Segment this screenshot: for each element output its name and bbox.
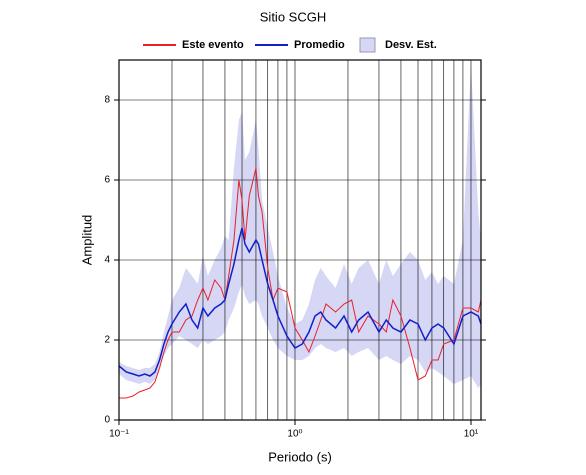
y-axis-label: Amplitud [79,215,94,266]
legend-label: Promedio [294,39,345,51]
legend-label: Este evento [182,39,244,51]
y-tick-label: 6 [104,175,110,186]
y-tick-label: 4 [104,255,110,266]
series-line [119,167,482,399]
std-band [119,64,481,388]
legend-swatch [359,37,376,53]
series-line [118,227,482,377]
chart-title: Sitio SCGH [260,9,326,24]
x-axis-label: Periodo (s) [268,449,332,464]
x-tick-label: 10⁻¹ [109,429,129,440]
y-tick-label: 0 [104,415,110,426]
y-tick-label: 8 [104,95,110,106]
y-tick-label: 2 [104,335,110,346]
legend-label: Desv. Est. [385,39,437,51]
plot-frame [118,59,482,421]
x-tick-label: 10⁰ [287,429,302,440]
x-tick-label: 10¹ [464,429,479,440]
